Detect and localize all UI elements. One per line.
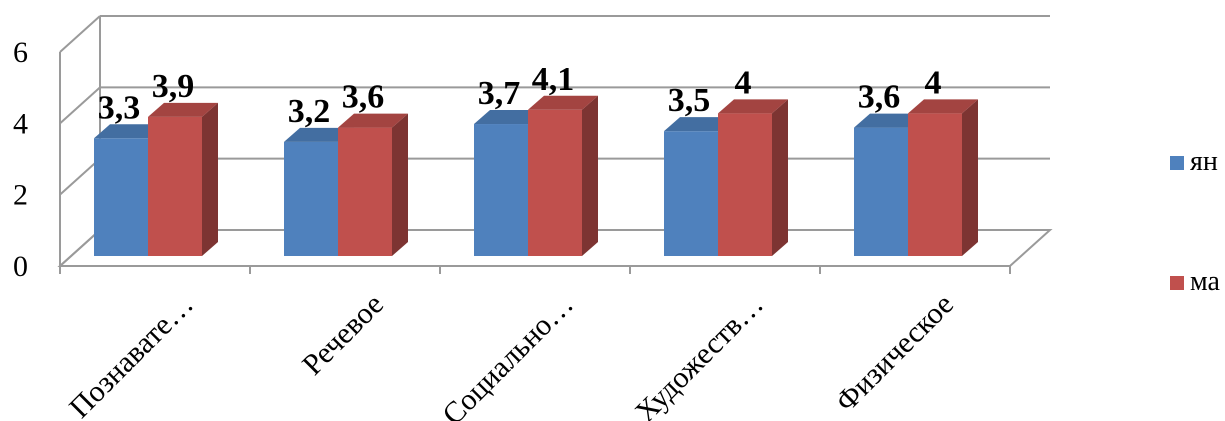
bar-top bbox=[338, 113, 408, 128]
bar-front bbox=[718, 113, 772, 256]
data-label: 3,7 bbox=[478, 75, 521, 112]
bar-side bbox=[962, 99, 978, 256]
category-label: Художеств… bbox=[629, 288, 770, 421]
bar-top bbox=[148, 102, 218, 117]
bar-side bbox=[202, 102, 218, 257]
bar-side bbox=[582, 95, 598, 257]
bar-top bbox=[664, 117, 734, 132]
bar-front bbox=[148, 116, 202, 257]
category-label: Физическое bbox=[829, 288, 960, 419]
category-labels: Познавате… Речевое Социально… Художеств… Физ… bbox=[63, 288, 960, 421]
bar-side bbox=[772, 99, 788, 256]
category-label: Речевое bbox=[296, 288, 390, 382]
axes bbox=[59, 52, 1011, 274]
gridline-side bbox=[59, 157, 101, 196]
data-labels: 3,3 3,9 3,2 3,6 3,7 4,1 3,5 4 3,6 4 bbox=[98, 61, 942, 130]
legend-label: ма bbox=[1190, 266, 1221, 297]
bars bbox=[94, 95, 978, 257]
bar-front bbox=[528, 109, 582, 257]
legend-swatch bbox=[1170, 156, 1184, 170]
data-label: 3,3 bbox=[98, 89, 141, 126]
gridline-side bbox=[59, 229, 101, 267]
category-label: Социально… bbox=[436, 288, 580, 421]
bar-front bbox=[94, 138, 148, 256]
bar-front bbox=[854, 127, 908, 256]
data-label: 4 bbox=[735, 64, 752, 101]
bar-top bbox=[718, 99, 788, 114]
data-label: 4,1 bbox=[532, 61, 575, 98]
data-label: 3,5 bbox=[668, 82, 711, 119]
bar-top bbox=[474, 110, 544, 125]
y-tick-label: 2 bbox=[13, 179, 28, 212]
data-label: 4 bbox=[925, 64, 942, 101]
bar-front bbox=[474, 124, 528, 257]
bar-front bbox=[908, 113, 962, 256]
bar-side bbox=[392, 113, 408, 256]
bar-front bbox=[664, 131, 718, 256]
data-label: 3,9 bbox=[152, 68, 195, 105]
data-label: 3,2 bbox=[288, 93, 331, 130]
data-label: 3,6 bbox=[858, 79, 901, 116]
bar-top bbox=[528, 95, 598, 110]
bar-front bbox=[338, 127, 392, 256]
y-tick-label: 0 bbox=[13, 250, 28, 283]
y-tick-labels: 0 2 4 6 bbox=[13, 36, 28, 283]
gridline-side bbox=[59, 15, 101, 53]
legend-swatch bbox=[1170, 276, 1184, 290]
legend-label: ян bbox=[1190, 146, 1218, 177]
bar-top bbox=[94, 124, 164, 139]
bar-top bbox=[854, 113, 924, 128]
gridline-side bbox=[59, 86, 101, 125]
bar-top bbox=[908, 99, 978, 114]
y-tick-label: 6 bbox=[13, 36, 28, 69]
bar-top bbox=[284, 127, 354, 142]
category-label: Познавате… bbox=[63, 288, 200, 421]
bar-front bbox=[284, 141, 338, 256]
legend: ян ма bbox=[1170, 146, 1221, 297]
y-tick-label: 4 bbox=[13, 107, 28, 140]
data-label: 3,6 bbox=[342, 79, 385, 116]
